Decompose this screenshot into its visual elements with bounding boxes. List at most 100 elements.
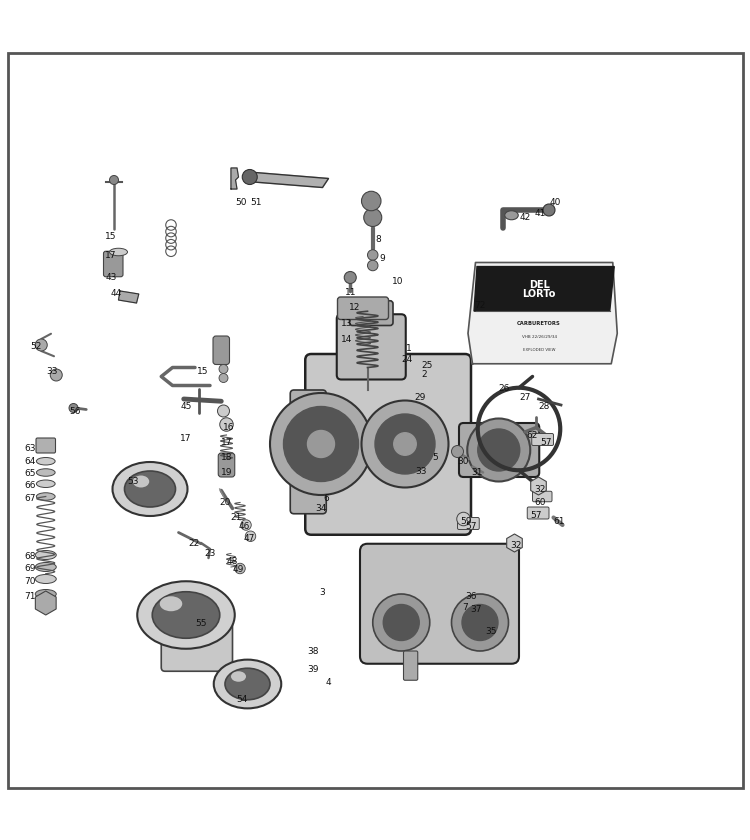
Text: 40: 40	[549, 198, 561, 207]
Text: 63: 63	[24, 444, 36, 453]
Text: 61: 61	[553, 517, 565, 526]
Text: 49: 49	[232, 565, 244, 575]
Text: 14: 14	[340, 335, 352, 344]
Text: 27: 27	[519, 393, 531, 402]
Text: 15: 15	[196, 367, 208, 375]
Text: 4: 4	[326, 678, 332, 687]
Circle shape	[373, 594, 430, 651]
Text: 42: 42	[519, 213, 531, 222]
Text: 22: 22	[188, 539, 200, 549]
FancyBboxPatch shape	[161, 610, 232, 671]
Text: CARBURETORS: CARBURETORS	[518, 321, 561, 326]
Text: 72: 72	[474, 302, 486, 311]
Circle shape	[462, 605, 498, 640]
Circle shape	[50, 369, 62, 381]
Ellipse shape	[214, 659, 281, 708]
Ellipse shape	[35, 550, 56, 559]
Text: 32: 32	[534, 485, 546, 493]
Text: 11: 11	[345, 288, 357, 297]
Text: 43: 43	[105, 273, 117, 282]
Text: 62: 62	[526, 430, 538, 439]
Circle shape	[478, 429, 520, 471]
Text: 10: 10	[392, 276, 404, 286]
Circle shape	[368, 260, 378, 270]
Text: 54: 54	[236, 695, 248, 703]
Ellipse shape	[36, 480, 56, 487]
Text: 7: 7	[462, 603, 468, 612]
Text: 29: 29	[414, 393, 426, 402]
FancyBboxPatch shape	[527, 507, 549, 519]
Circle shape	[235, 564, 245, 574]
Circle shape	[270, 393, 372, 495]
FancyBboxPatch shape	[104, 251, 123, 276]
Text: 64: 64	[24, 457, 36, 465]
FancyBboxPatch shape	[290, 390, 326, 514]
Ellipse shape	[110, 249, 128, 255]
Text: 15: 15	[104, 232, 116, 241]
Text: 23: 23	[204, 549, 216, 558]
Text: 68: 68	[24, 552, 36, 561]
Text: 20: 20	[219, 498, 231, 507]
Text: 25: 25	[422, 360, 434, 370]
Text: 17: 17	[105, 250, 117, 260]
Polygon shape	[118, 291, 139, 303]
Circle shape	[467, 418, 530, 481]
Ellipse shape	[35, 563, 56, 571]
Circle shape	[69, 403, 78, 412]
Polygon shape	[248, 172, 328, 187]
Text: 17: 17	[180, 434, 192, 444]
FancyBboxPatch shape	[532, 491, 552, 501]
Text: 3: 3	[320, 588, 326, 597]
Text: 1: 1	[406, 344, 412, 354]
Circle shape	[35, 339, 47, 351]
Text: 57: 57	[465, 522, 477, 531]
Text: 41: 41	[534, 209, 546, 218]
Circle shape	[452, 594, 509, 651]
Circle shape	[368, 249, 378, 260]
Text: 21: 21	[230, 513, 242, 522]
FancyBboxPatch shape	[360, 543, 519, 664]
Circle shape	[242, 170, 257, 185]
Text: 34: 34	[315, 504, 327, 513]
Polygon shape	[474, 266, 614, 311]
Text: 59: 59	[460, 517, 472, 526]
Text: 39: 39	[308, 664, 320, 674]
Text: 70: 70	[24, 577, 36, 585]
Text: 57: 57	[530, 512, 542, 521]
Text: 69: 69	[24, 564, 36, 573]
Circle shape	[364, 208, 382, 227]
Text: 12: 12	[349, 303, 361, 312]
Text: 32: 32	[510, 542, 522, 550]
Text: 16: 16	[223, 423, 235, 432]
FancyBboxPatch shape	[213, 336, 230, 365]
Text: 31: 31	[471, 468, 483, 477]
Ellipse shape	[36, 458, 56, 465]
Text: 38: 38	[308, 647, 320, 655]
Text: 56: 56	[69, 407, 81, 416]
FancyBboxPatch shape	[305, 354, 471, 535]
Text: 53: 53	[128, 477, 140, 486]
Text: VHB 22/26/29/34: VHB 22/26/29/34	[521, 335, 556, 339]
Circle shape	[110, 176, 118, 185]
Text: 60: 60	[534, 498, 546, 507]
Text: 36: 36	[465, 591, 477, 601]
Text: 55: 55	[195, 619, 207, 628]
FancyBboxPatch shape	[36, 438, 56, 453]
Ellipse shape	[505, 211, 518, 220]
Polygon shape	[231, 168, 238, 189]
Text: 19: 19	[220, 468, 232, 477]
Text: 48: 48	[226, 556, 238, 565]
Text: 47: 47	[243, 534, 255, 543]
Circle shape	[217, 405, 229, 417]
FancyBboxPatch shape	[532, 433, 554, 445]
FancyBboxPatch shape	[458, 517, 479, 529]
Ellipse shape	[35, 590, 56, 598]
Text: 37: 37	[470, 605, 482, 613]
Circle shape	[245, 531, 256, 542]
Circle shape	[362, 401, 448, 487]
FancyBboxPatch shape	[337, 314, 406, 380]
Text: 52: 52	[30, 342, 42, 351]
Text: 13: 13	[340, 319, 352, 328]
FancyBboxPatch shape	[218, 453, 235, 477]
Ellipse shape	[36, 469, 56, 476]
